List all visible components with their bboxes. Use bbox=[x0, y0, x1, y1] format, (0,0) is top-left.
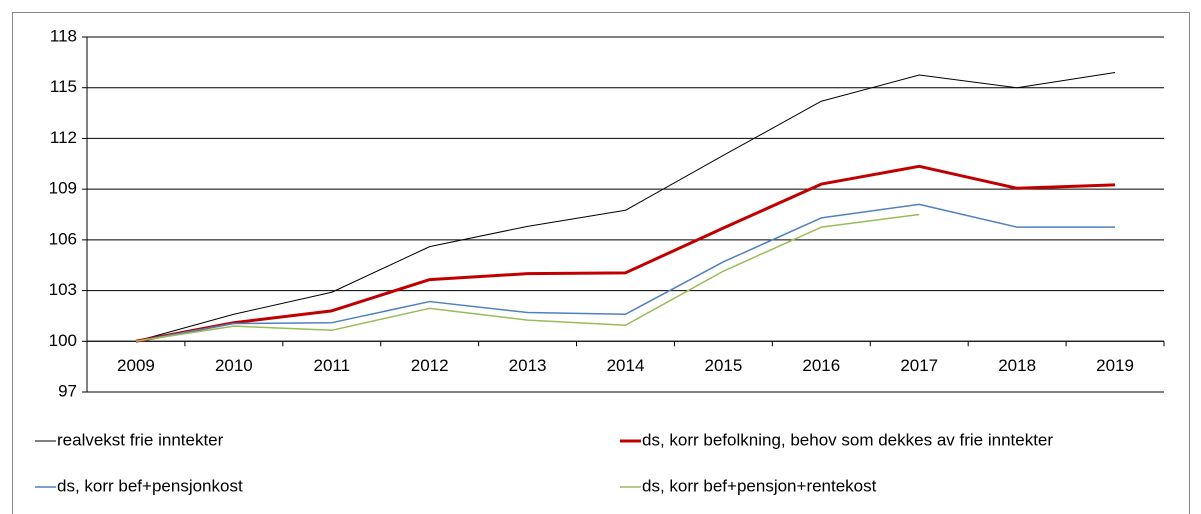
series-line bbox=[135, 203, 1116, 343]
x-tick-label: 2012 bbox=[411, 356, 449, 375]
x-tick-label: 2010 bbox=[215, 356, 253, 375]
x-tick-label: 2016 bbox=[802, 356, 840, 375]
x-tick-label: 2014 bbox=[607, 356, 645, 375]
x-tick-label: 2019 bbox=[1096, 356, 1134, 375]
series-line bbox=[135, 164, 1116, 343]
y-tick-label: 118 bbox=[50, 26, 77, 45]
series-line bbox=[135, 213, 920, 343]
legend-label: ds, korr bef+pensjon+rentekost bbox=[642, 476, 877, 495]
x-tick-label: 2013 bbox=[509, 356, 547, 375]
x-tick-label: 2009 bbox=[117, 356, 155, 375]
y-tick-label: 103 bbox=[49, 280, 77, 299]
series-line bbox=[135, 72, 1116, 342]
x-tick-label: 2017 bbox=[900, 356, 938, 375]
chart-frame bbox=[12, 12, 1190, 514]
x-tick-label: 2018 bbox=[998, 356, 1036, 375]
legend-label: realvekst frie inntekter bbox=[57, 430, 224, 449]
y-tick-label: 115 bbox=[50, 77, 77, 96]
legend-label: ds, korr bef+pensjonkost bbox=[57, 476, 243, 495]
y-tick-label: 109 bbox=[49, 179, 77, 198]
y-tick-label: 112 bbox=[50, 128, 77, 147]
x-tick-label: 2011 bbox=[313, 356, 350, 375]
y-tick-label: 97 bbox=[58, 381, 77, 400]
y-tick-label: 106 bbox=[49, 229, 77, 248]
x-tick-label: 2015 bbox=[704, 356, 742, 375]
legend-label: ds, korr befolkning, behov som dekkes av… bbox=[642, 430, 1053, 449]
y-tick-label: 100 bbox=[49, 331, 77, 350]
